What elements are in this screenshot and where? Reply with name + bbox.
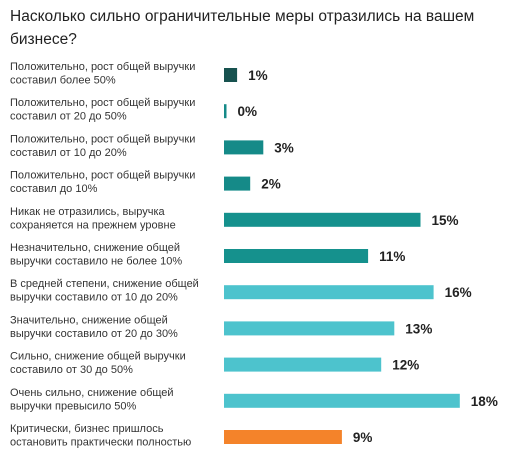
bar: [224, 104, 227, 119]
value-label: 15%: [432, 213, 459, 228]
category-label: Незначительно, снижение общей выручки сос…: [10, 242, 182, 268]
value-label: 2%: [261, 177, 281, 192]
category-label: Критически, бизнес пришлось остановить пр…: [10, 423, 191, 449]
bar: [224, 176, 251, 191]
category-label: Положительно, рост общей выручки составил…: [10, 170, 195, 196]
bar: [224, 357, 382, 372]
category-label: Положительно, рост общей выручки составил…: [10, 133, 195, 159]
category-label: Очень сильно, снижение общей выручки прев…: [10, 387, 174, 413]
value-label: 16%: [445, 285, 472, 300]
bar: [224, 285, 434, 300]
bar: [224, 393, 460, 408]
value-label: 11%: [379, 249, 405, 264]
value-label: 18%: [471, 394, 498, 409]
value-label: 1%: [248, 68, 268, 83]
category-label: Сильно, снижение общей выручки составило …: [10, 351, 186, 377]
bar: [224, 430, 342, 444]
category-label: В средней степени, снижение общей выручки…: [10, 278, 199, 304]
value-label: 3%: [274, 140, 294, 155]
category-label: Никак не отразились, выручка сохраняется …: [10, 206, 176, 232]
bar: [224, 212, 421, 227]
value-label: 0%: [238, 104, 258, 119]
category-label: Положительно, рост общей выручки составил…: [10, 61, 195, 87]
category-label: Положительно, рост общей выручки составил…: [10, 97, 195, 123]
value-label: 9%: [353, 430, 373, 445]
category-label: Значительно, снижение общей выручки соста…: [10, 314, 178, 340]
bar: [224, 140, 264, 155]
value-label: 13%: [405, 321, 432, 336]
value-label: 12%: [392, 358, 419, 373]
chart-title: Насколько сильно ограничительные меры от…: [10, 8, 475, 48]
bar: [224, 249, 369, 263]
bar: [224, 321, 395, 336]
bar: [224, 68, 238, 82]
